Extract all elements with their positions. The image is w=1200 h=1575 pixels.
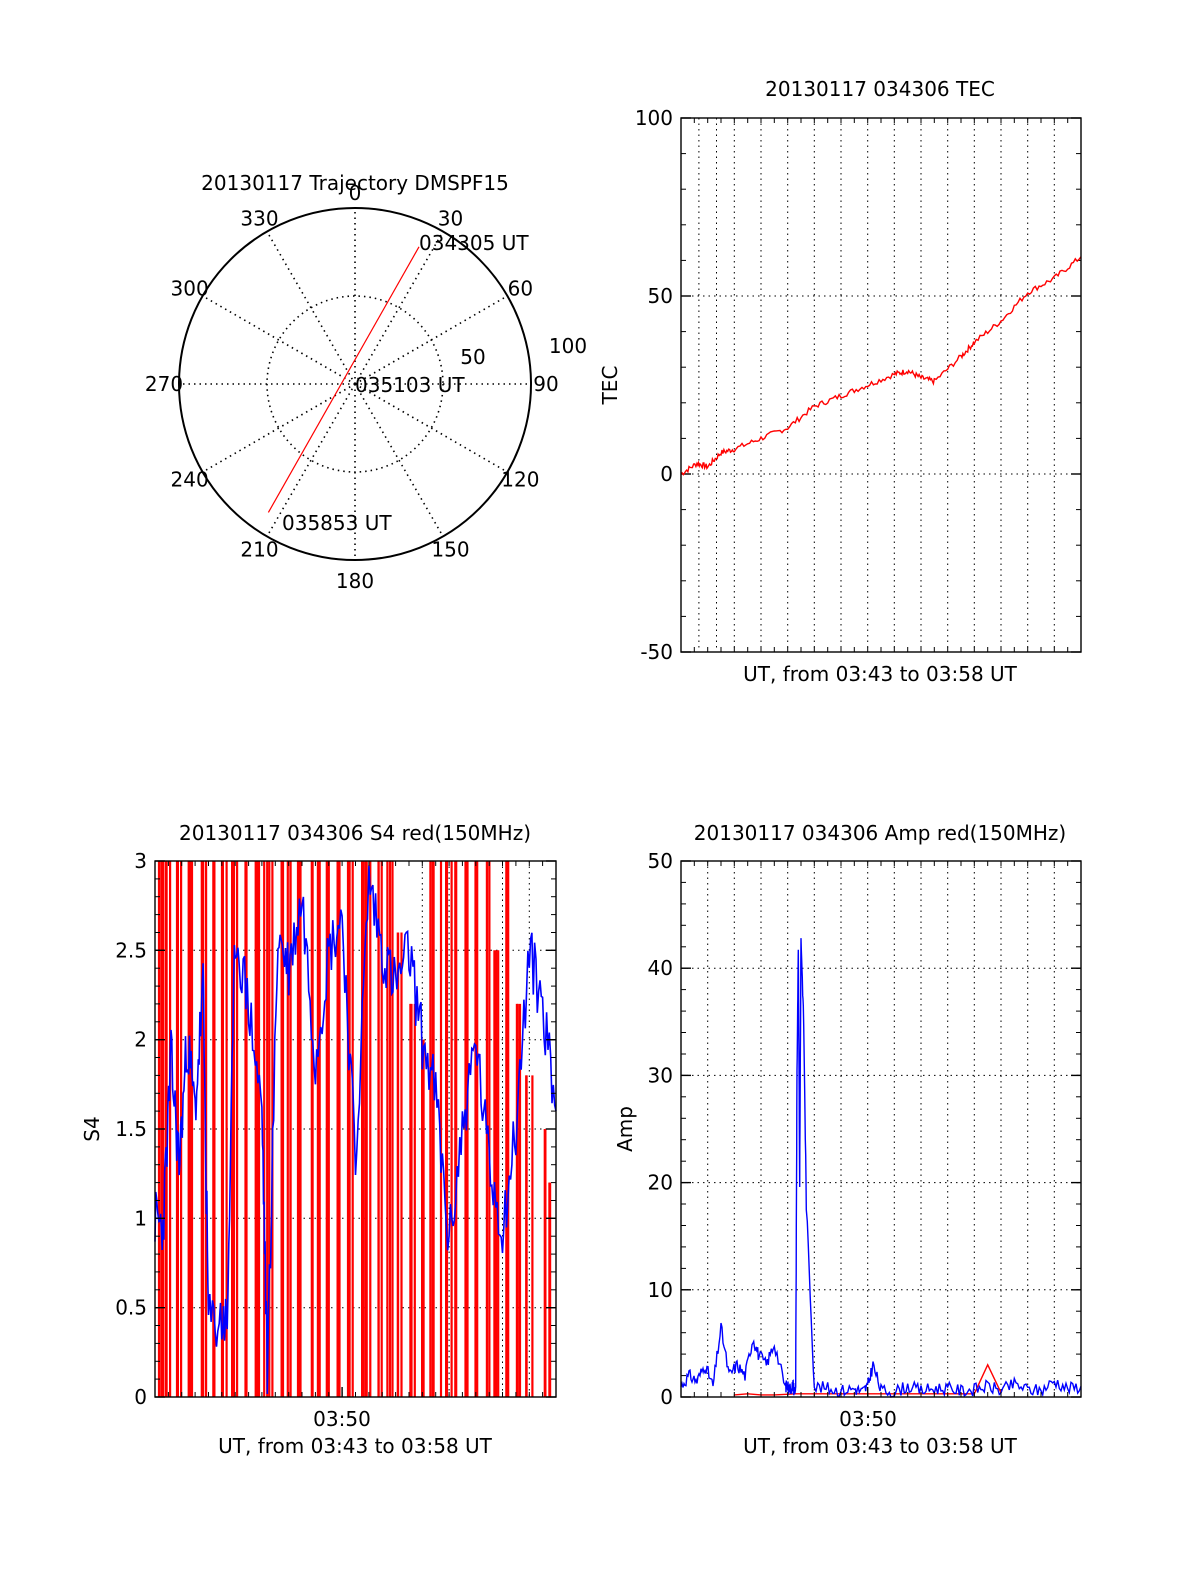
polar-panel: 20130117 Trajectory DMSPF15 0 30 60 90 120 15… xyxy=(145,171,587,593)
s4-title: 20130117 034306 S4 red(150MHz) xyxy=(179,821,531,845)
tec-title: 20130117 034306 TEC xyxy=(765,77,995,101)
amp-grid xyxy=(681,861,1081,1397)
amp-ylabel: Amp xyxy=(613,1106,637,1152)
s4-y-tick-label: 1.5 xyxy=(115,1117,147,1141)
amp-y-tick-label: 20 xyxy=(648,1171,673,1195)
polar-annotation-mid: 035103 UT xyxy=(355,373,465,397)
s4-y-tick-label: 1 xyxy=(134,1206,147,1230)
polar-angle-label: 60 xyxy=(508,277,533,301)
polar-angle-label: 0 xyxy=(349,181,362,205)
s4-y-tick-label: 2.5 xyxy=(115,938,147,962)
s4-blue-series-line xyxy=(154,865,557,1395)
tec-y-tick-label: 0 xyxy=(660,462,673,486)
polar-angle-label: 120 xyxy=(501,468,539,492)
tec-ylabel: TEC xyxy=(598,366,622,406)
tec-ticks: -50 0 50 100 xyxy=(635,106,1082,664)
amp-y-tick-label: 0 xyxy=(660,1385,673,1409)
tec-y-tick-label: 50 xyxy=(648,284,673,308)
s4-panel: 20130117 034306 S4 red(150MHz) 0 0.5 1 1.5 2… xyxy=(80,821,557,1458)
s4-y-tick-label: 2 xyxy=(134,1028,147,1052)
polar-spoke xyxy=(266,231,356,385)
amp-y-tick-label: 10 xyxy=(648,1278,673,1302)
polar-track-line xyxy=(267,246,420,513)
tec-grid xyxy=(681,118,1081,652)
polar-angle-label: 180 xyxy=(336,569,374,593)
polar-spoke xyxy=(354,295,508,385)
polar-spoke xyxy=(202,295,356,385)
polar-angle-label: 210 xyxy=(240,537,278,561)
amp-red-series-line xyxy=(734,1363,1002,1396)
amp-xtick-label: 03:50 xyxy=(839,1407,897,1431)
polar-outer-ring xyxy=(178,207,532,561)
amp-y-tick-label: 50 xyxy=(648,849,673,873)
amp-ticks: 0 10 20 30 40 50 xyxy=(648,849,1082,1409)
amp-plot-frame xyxy=(680,860,1082,1398)
polar-angle-label: 150 xyxy=(431,537,469,561)
s4-xtick-label: 03:50 xyxy=(313,1407,371,1431)
amp-xlabel: UT, from 03:43 to 03:58 UT xyxy=(743,1434,1018,1458)
tec-xlabel: UT, from 03:43 to 03:58 UT xyxy=(743,662,1018,686)
tec-panel: 20130117 034306 TEC -50 0 50 100 TEC UT, fr… xyxy=(598,77,1082,686)
polar-angle-label: 330 xyxy=(240,207,278,231)
polar-radial-label-50: 50 xyxy=(460,345,485,369)
polar-angle-label: 30 xyxy=(438,207,463,231)
tec-series-line xyxy=(680,256,1082,476)
polar-title: 20130117 Trajectory DMSPF15 xyxy=(201,171,509,195)
polar-annotation-end: 035853 UT xyxy=(282,511,392,535)
s4-y-tick-label: 0 xyxy=(134,1385,147,1409)
polar-spoke xyxy=(354,383,508,473)
amp-title: 20130117 034306 Amp red(150MHz) xyxy=(694,821,1066,845)
s4-y-tick-label: 0.5 xyxy=(115,1296,147,1320)
s4-ticks: 0 0.5 1 1.5 2 2.5 3 xyxy=(115,849,557,1409)
polar-angle-label: 240 xyxy=(171,468,209,492)
polar-radial-label-100: 100 xyxy=(549,334,587,358)
polar-spokes xyxy=(179,208,531,560)
polar-angle-labels: 0 30 60 90 120 150 180 210 240 270 300 330 xyxy=(145,181,559,593)
polar-annotation-start: 034305 UT xyxy=(419,231,529,255)
polar-angle-label: 90 xyxy=(533,372,558,396)
s4-plot-frame xyxy=(154,860,557,1398)
tec-y-tick-label: -50 xyxy=(640,640,673,664)
s4-red-series xyxy=(157,861,552,1397)
polar-angle-label: 270 xyxy=(145,372,183,396)
amp-blue-series-line xyxy=(680,938,1082,1398)
amp-panel: 20130117 034306 Amp red(150MHz) 0 10 20 30 4… xyxy=(613,821,1082,1458)
amp-y-tick-label: 30 xyxy=(648,1063,673,1087)
tec-plot-frame xyxy=(680,117,1082,653)
polar-spoke xyxy=(202,383,356,473)
s4-ylabel: S4 xyxy=(80,1116,104,1141)
s4-y-tick-label: 3 xyxy=(134,849,147,873)
amp-y-tick-label: 40 xyxy=(648,956,673,980)
polar-angle-label: 300 xyxy=(171,277,209,301)
s4-xlabel: UT, from 03:43 to 03:58 UT xyxy=(218,1434,493,1458)
tec-y-tick-label: 100 xyxy=(635,106,673,130)
